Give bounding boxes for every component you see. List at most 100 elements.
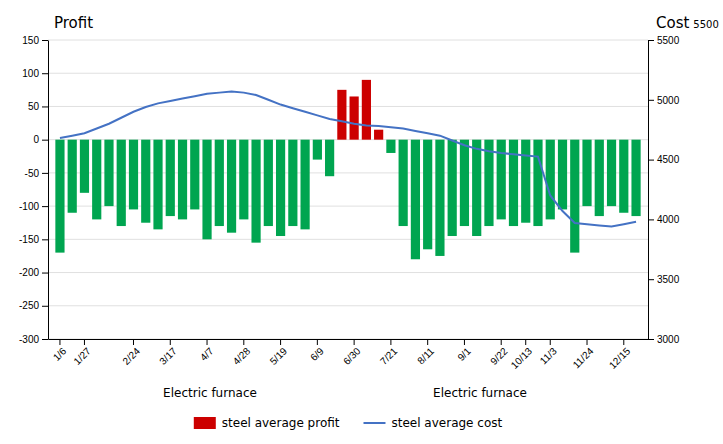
- bar: [141, 140, 150, 223]
- y2-tick-label: 4500: [657, 154, 680, 165]
- x-tick: 9/22: [488, 339, 510, 367]
- annotation: Electric furnace: [433, 386, 527, 400]
- grid-line: [48, 40, 648, 41]
- x-tick-mark: [84, 339, 85, 345]
- y2-tick-label: 3000: [657, 334, 680, 345]
- y-tick: -300: [19, 334, 48, 345]
- y-tick: -50: [25, 168, 48, 179]
- grid-line: [48, 272, 648, 273]
- x-tick-label: 11/3: [538, 345, 559, 366]
- bar: [276, 140, 285, 236]
- y-tick-label: -50: [25, 168, 40, 179]
- bar: [337, 90, 346, 140]
- legend-swatch: [194, 417, 216, 429]
- x-tick-label: 2/24: [120, 345, 142, 367]
- bar: [435, 140, 444, 256]
- x-tick-mark: [170, 339, 171, 345]
- bar: [117, 140, 126, 226]
- bar: [68, 140, 77, 213]
- y-axis-title: Profit: [54, 14, 93, 32]
- bar: [399, 140, 408, 226]
- y-tick-label: -150: [19, 234, 39, 245]
- x-tick: 11/3: [538, 339, 559, 366]
- y2-tick: 3000: [648, 334, 680, 345]
- bar: [55, 140, 64, 253]
- grid-line: [48, 239, 648, 240]
- y2-tick-label: 5000: [657, 95, 680, 106]
- y-tick-mark: [42, 173, 48, 174]
- bar: [472, 140, 481, 236]
- grid-line: [48, 305, 648, 306]
- x-tick-label: 6/9: [308, 345, 326, 363]
- x-tick-mark: [501, 339, 502, 345]
- y-axis: 150100500-50-100-150-200-250-300: [19, 35, 49, 345]
- x-tick: 1/27: [71, 339, 93, 367]
- x-tick-label: 10/13: [509, 345, 535, 371]
- bar: [80, 140, 89, 193]
- bar: [386, 140, 395, 153]
- bar: [509, 140, 518, 226]
- grid-line: [48, 339, 648, 340]
- x-tick: 5/19: [268, 339, 290, 367]
- y-tick: -250: [19, 300, 48, 311]
- x-tick-mark: [59, 339, 60, 345]
- bar: [92, 140, 101, 220]
- x-tick-mark: [243, 339, 244, 345]
- y2-tick: 3500: [648, 274, 680, 285]
- y2-tick-label: 5500: [657, 35, 680, 46]
- bar: [264, 140, 273, 226]
- y2-tick: 4000: [648, 214, 680, 225]
- x-tick: 3/17: [157, 339, 179, 367]
- x-tick-mark: [464, 339, 465, 345]
- y-tick-label: -300: [19, 334, 39, 345]
- bar: [227, 140, 236, 233]
- y-tick-mark: [42, 339, 48, 340]
- x-tick-mark: [525, 339, 526, 345]
- x-tick: 6/9: [308, 339, 326, 363]
- y-tick-label: -200: [19, 267, 39, 278]
- y2-tick: 5000: [648, 95, 680, 106]
- x-tick: 4/28: [231, 339, 253, 367]
- y2-tick-mark: [648, 279, 654, 280]
- bar: [129, 140, 138, 210]
- y-tick: -200: [19, 267, 48, 278]
- x-tick: 9/1: [455, 339, 473, 363]
- bar: [460, 140, 469, 226]
- legend: steel average profitsteel average cost: [194, 416, 503, 430]
- legend-label: steel average cost: [391, 416, 502, 430]
- x-tick: 10/13: [509, 339, 535, 371]
- bar: [251, 140, 260, 243]
- bar: [595, 140, 604, 216]
- x-tick-mark: [550, 339, 551, 345]
- y-tick-label: -100: [19, 201, 39, 212]
- bar: [631, 140, 640, 216]
- bar: [350, 96, 359, 139]
- plot-area: 1/61/272/243/174/74/285/196/96/307/218/1…: [19, 14, 719, 430]
- x-tick-mark: [427, 339, 428, 345]
- y2-tick-label: 3500: [657, 274, 680, 285]
- y-tick-label: 100: [22, 68, 39, 79]
- bar: [533, 140, 542, 226]
- bar: [607, 140, 616, 206]
- y-tick-mark: [42, 73, 48, 74]
- bar: [215, 140, 224, 226]
- bar: [582, 140, 591, 206]
- bar: [202, 140, 211, 240]
- y2-tick-mark: [648, 160, 654, 161]
- x-tick-label: 11/24: [571, 345, 596, 370]
- annotation: 5500: [693, 19, 718, 30]
- x-tick-label: 4/7: [198, 345, 216, 363]
- x-tick: 6/30: [341, 339, 363, 367]
- y-tick-mark: [42, 106, 48, 107]
- x-tick-label: 4/28: [231, 345, 253, 367]
- y-axis-line: [48, 41, 49, 340]
- bar: [153, 140, 162, 230]
- x-axis-line: [49, 339, 649, 340]
- bar: [619, 140, 628, 213]
- x-tick-mark: [133, 339, 134, 345]
- y-tick-mark: [42, 206, 48, 207]
- x-tick-mark: [623, 339, 624, 345]
- x-tick: 8/11: [415, 339, 436, 366]
- x-tick: 2/24: [120, 339, 142, 367]
- bar: [374, 130, 383, 140]
